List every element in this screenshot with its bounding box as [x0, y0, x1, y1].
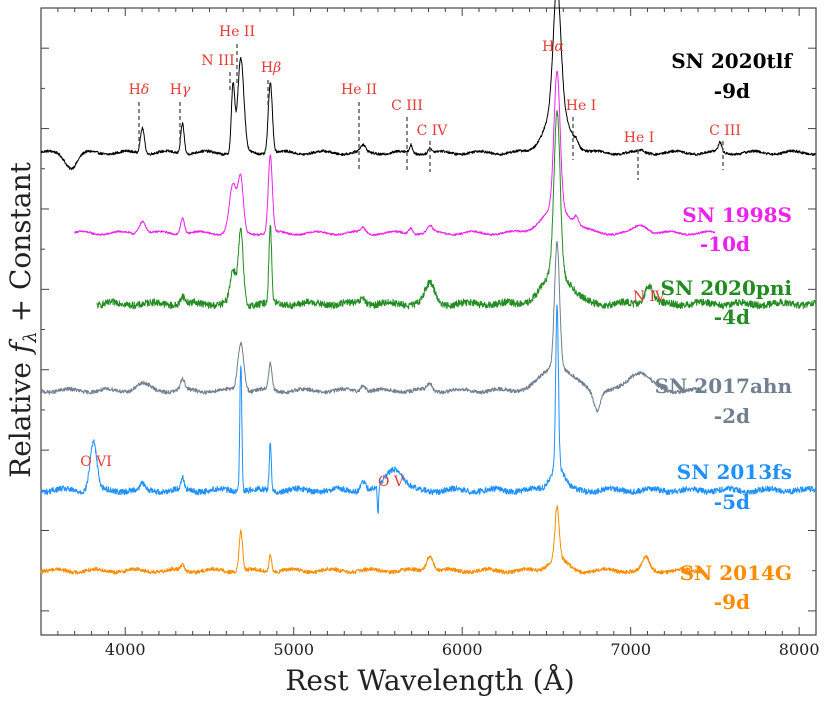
line-id-label: He I [566, 98, 596, 114]
line-id-label: Hδ [129, 82, 150, 98]
sn-name-label: SN 1998S [682, 203, 792, 227]
spectra-group [40, 0, 817, 575]
line-id-label: O VI [80, 454, 112, 470]
sn-phase-label: -9d [714, 590, 750, 614]
line-id-label: Hα [542, 39, 564, 55]
line-id-label: N III [201, 53, 234, 69]
line-id-label: N IV [633, 289, 666, 305]
sn-name-label: SN 2017ahn [655, 374, 793, 398]
sn-phase-label: -10d [700, 232, 750, 256]
line-id-label: O V [378, 474, 405, 490]
spectrum-line [74, 70, 716, 237]
sn-phase-label: -5d [714, 490, 750, 514]
sn-name-label: SN 2020tlf [671, 49, 793, 73]
spectrum-line [40, 240, 702, 413]
line-id-label: He II [341, 82, 377, 98]
x-tick-label: 6000 [442, 640, 483, 659]
sn-name-label: SN 2013fs [677, 460, 792, 484]
spectrum-line [40, 0, 817, 171]
axes-frame [40, 7, 817, 636]
line-id-label: C III [391, 98, 423, 114]
x-axis-title: Rest Wavelength (Å) [285, 664, 574, 697]
spectrum-line [96, 110, 817, 310]
spectrum-line [40, 504, 702, 575]
plot-area: 4000 5000 6000 7000 8000 Hδ Hγ N III He II Hβ He … [40, 0, 820, 659]
line-id-label: C IV [417, 123, 449, 139]
line-id-label: He II [219, 24, 255, 40]
y-axis-title: Relative fλ + Constant [4, 161, 41, 478]
line-id-label: Hβ [261, 60, 281, 76]
line-id-label: C III [709, 123, 741, 139]
spectrum-line [40, 304, 817, 514]
sn-labels-group: SN 2020tlf -9d SN 1998S -10d SN 2020pni -4d SN… [655, 49, 794, 614]
line-markers-group [138, 44, 724, 180]
sn-phase-label: -2d [714, 404, 750, 428]
sn-phase-label: -4d [714, 305, 750, 329]
x-tick-label: 5000 [273, 640, 314, 659]
x-tick-label: 4000 [105, 640, 146, 659]
sn-name-label: SN 2020pni [661, 276, 793, 300]
sn-phase-label: -9d [714, 79, 750, 103]
line-labels-group: Hδ Hγ N III He II Hβ He II C III C IV Hα He I He I… [80, 24, 741, 490]
line-id-label: Hγ [170, 82, 191, 98]
sn-name-label: SN 2014G [680, 561, 792, 585]
x-tick-label: 8000 [779, 640, 820, 659]
x-tick-label: 7000 [610, 640, 651, 659]
axis-ticks: 4000 5000 6000 7000 8000 [40, 8, 820, 659]
line-id-label: He I [624, 130, 654, 146]
